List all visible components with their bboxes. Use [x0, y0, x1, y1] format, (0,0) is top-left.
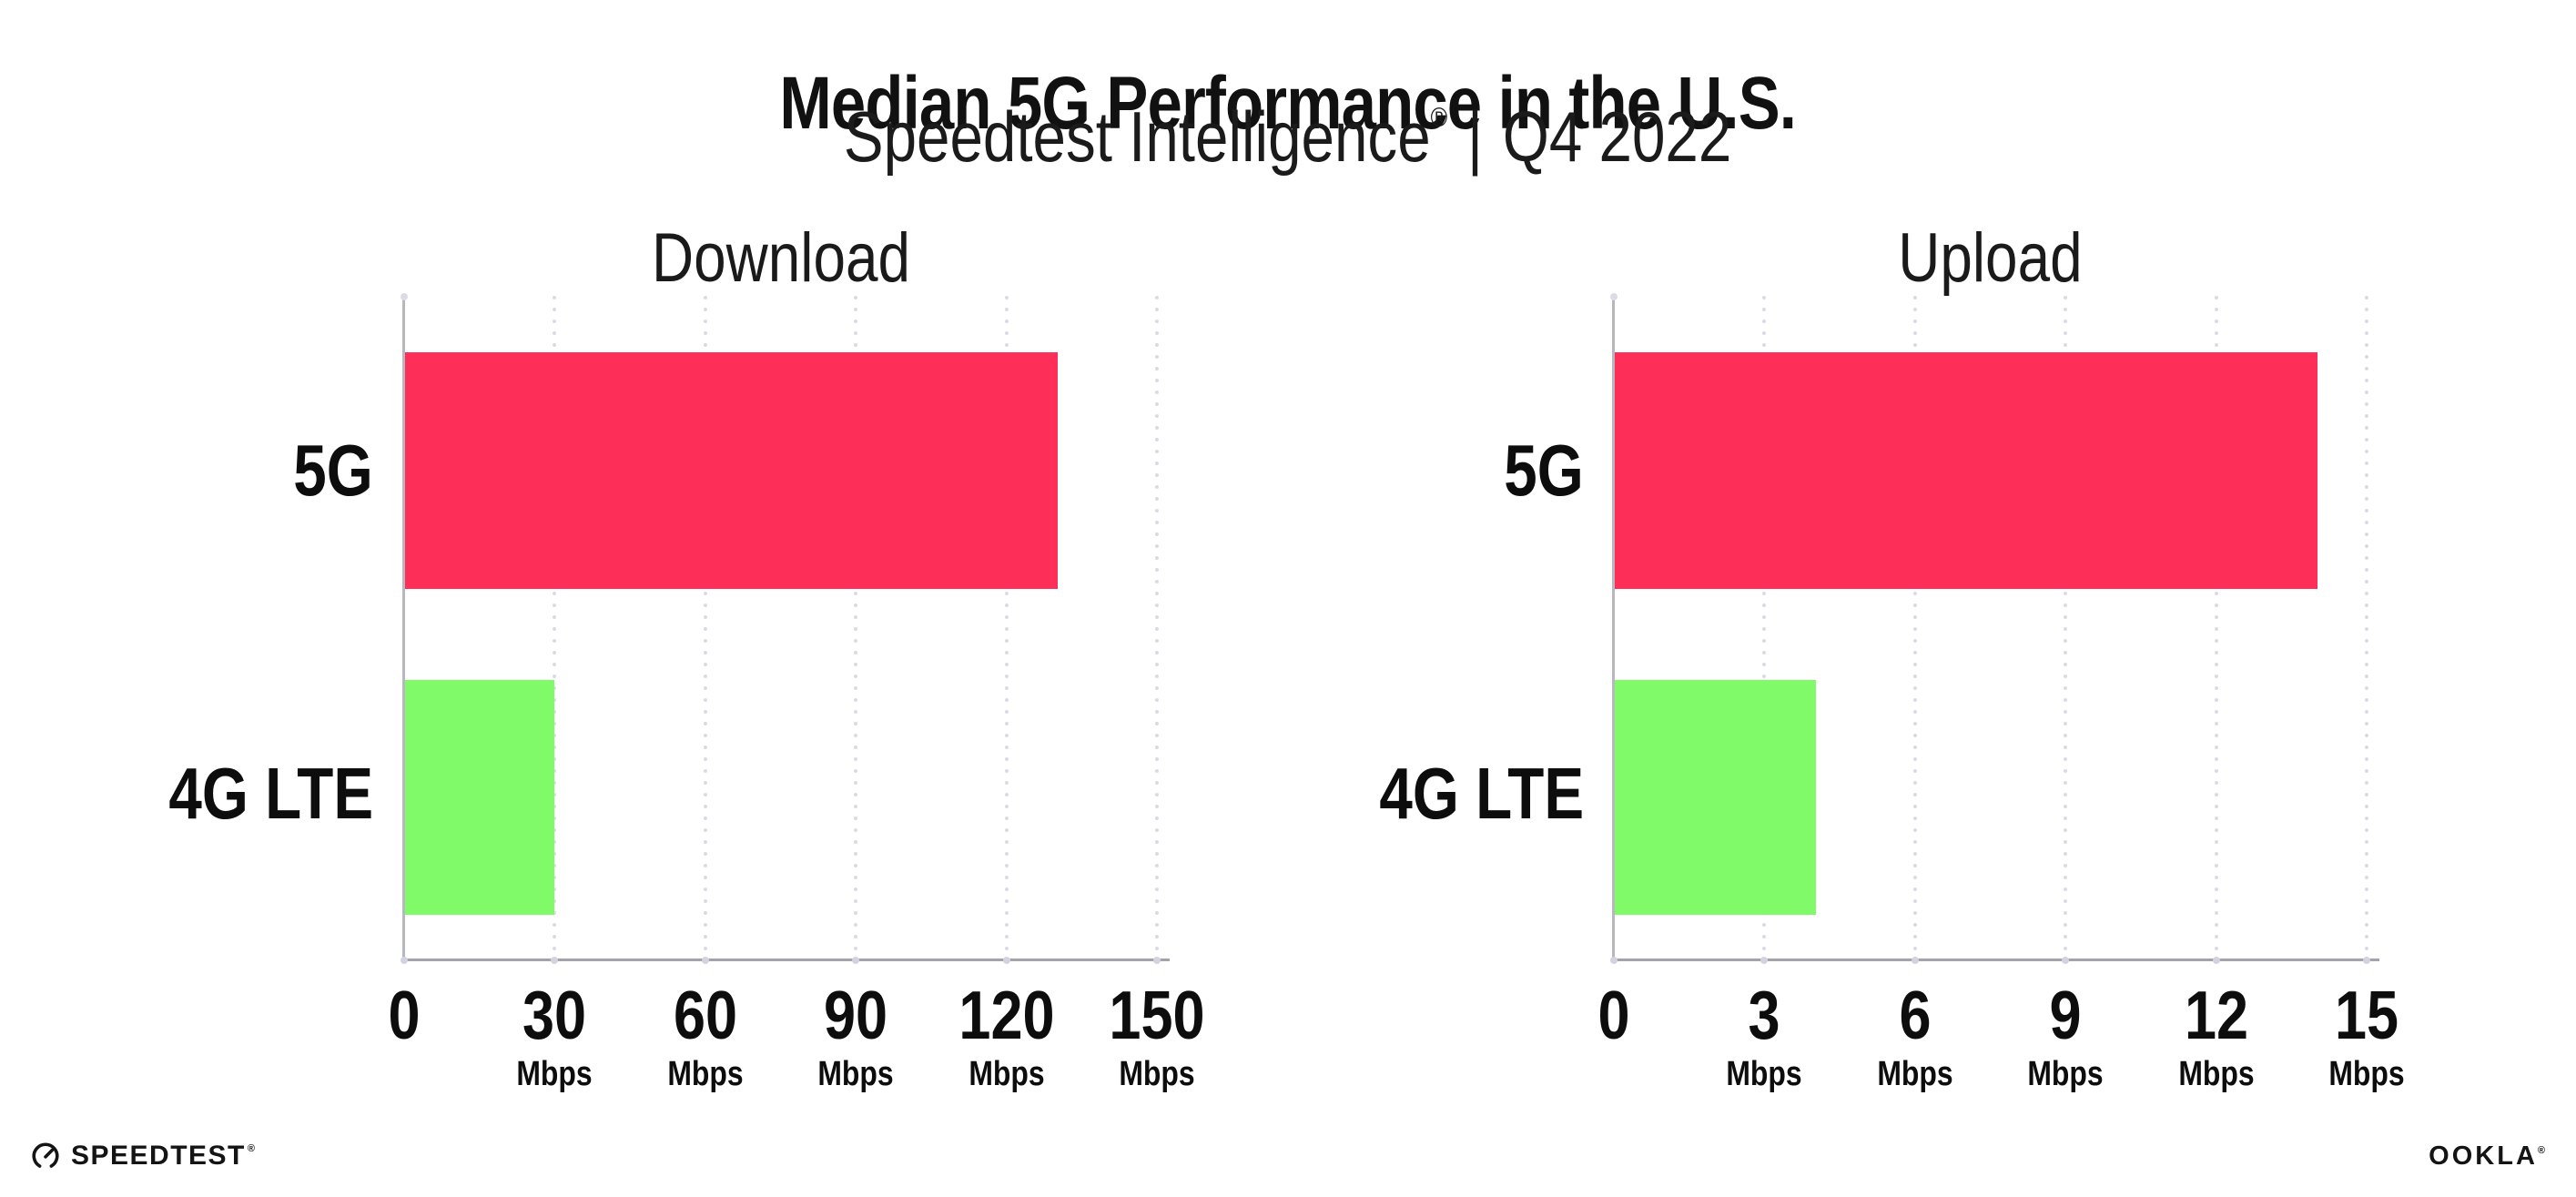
axis-tick-dot	[551, 957, 559, 964]
upload-chart-title: Upload	[1898, 219, 2083, 297]
page-title: Median 5G Performance in the U.S.	[0, 61, 2576, 145]
registered-mark: ®	[1431, 103, 1448, 133]
subtitle-period: Q4 2022	[1503, 96, 1732, 177]
axis-tick-dot	[2363, 957, 2370, 964]
upload-category-label-5g: 5G	[1504, 430, 1584, 511]
ookla-logo: OOKLA®	[2429, 1141, 2545, 1171]
gridline	[2365, 296, 2368, 959]
x-axis-line	[1612, 959, 2379, 961]
axis-tick-dot	[2062, 957, 2070, 964]
mbps-unit-label: Mbps	[2328, 1055, 2405, 1093]
speedtest-logo: SPEEDTEST ®	[30, 1140, 256, 1172]
axis-tick-dot	[1002, 957, 1010, 964]
gridline	[2064, 296, 2068, 959]
axis-tick-dot	[1760, 957, 1769, 964]
mbps-unit-label: Mbps	[1877, 1055, 1953, 1093]
mbps-unit-label: Mbps	[968, 1055, 1045, 1093]
download-plot-area	[401, 293, 1170, 964]
upload-bar-4g-lte	[1615, 680, 1816, 915]
download-category-label-5g: 5G	[293, 430, 373, 511]
speedtest-wordmark: SPEEDTEST ®	[71, 1141, 257, 1171]
gridline	[553, 296, 557, 959]
gridline	[1762, 296, 1767, 959]
axis-tick-dot	[701, 957, 709, 964]
axis-tick-dot	[1610, 957, 1618, 964]
axis-tick-dot	[2212, 957, 2220, 964]
download-category-label-4g-lte: 4G LTE	[168, 753, 373, 834]
gridline	[1004, 296, 1009, 959]
mbps-unit-label: Mbps	[516, 1055, 593, 1093]
upload-bar-5g	[1615, 352, 2317, 589]
axis-tick-dot	[401, 957, 408, 964]
gridline	[703, 296, 707, 959]
page-subtitle-text: Speedtest Intelligence® | Q4 2022	[844, 99, 1731, 175]
axis-tick-dot	[1911, 957, 1919, 964]
subtitle-brand: Speedtest Intelligence	[844, 96, 1432, 177]
download-bar-5g	[405, 352, 1058, 589]
y-axis-line	[402, 296, 405, 962]
registered-mark: ®	[247, 1143, 257, 1154]
gridline	[1912, 296, 1917, 959]
upload-plot-area	[1610, 293, 2379, 964]
mbps-unit-label: Mbps	[1119, 1055, 1195, 1093]
gridline	[854, 296, 858, 959]
upload-x-axis: 0 3 Mbps 6 Mbps 9 Mbps 12 Mbps 15 Mbps	[1597, 981, 2404, 1127]
mbps-unit-label: Mbps	[817, 1055, 894, 1093]
axis-tick-dot	[401, 293, 408, 300]
download-x-axis: 0 30 Mbps 60 Mbps 90 Mbps 120 Mbps 150 Mbps	[388, 981, 1204, 1127]
download-chart-title: Download	[651, 219, 910, 297]
download-bar-4g-lte	[405, 680, 554, 915]
mbps-unit-label: Mbps	[2177, 1055, 2255, 1093]
page-title-text: Median 5G Performance in the U.S.	[779, 61, 1798, 145]
subtitle-divider: |	[1467, 96, 1484, 177]
speedtest-gauge-icon	[30, 1141, 61, 1172]
mbps-unit-label: Mbps	[1726, 1055, 1803, 1093]
gridline	[1155, 296, 1159, 959]
gridline	[2214, 296, 2218, 959]
mbps-unit-label: Mbps	[2027, 1055, 2104, 1093]
axis-tick-dot	[852, 957, 860, 964]
page-subtitle: Speedtest Intelligence® | Q4 2022	[0, 99, 2576, 175]
x-axis-line	[402, 959, 1170, 961]
upload-category-label-4g-lte: 4G LTE	[1379, 753, 1584, 834]
y-axis-line	[1612, 296, 1615, 962]
registered-mark: ®	[2537, 1145, 2545, 1156]
axis-tick-dot	[1610, 293, 1618, 300]
mbps-unit-label: Mbps	[667, 1055, 744, 1093]
axis-tick-dot	[1153, 957, 1161, 964]
